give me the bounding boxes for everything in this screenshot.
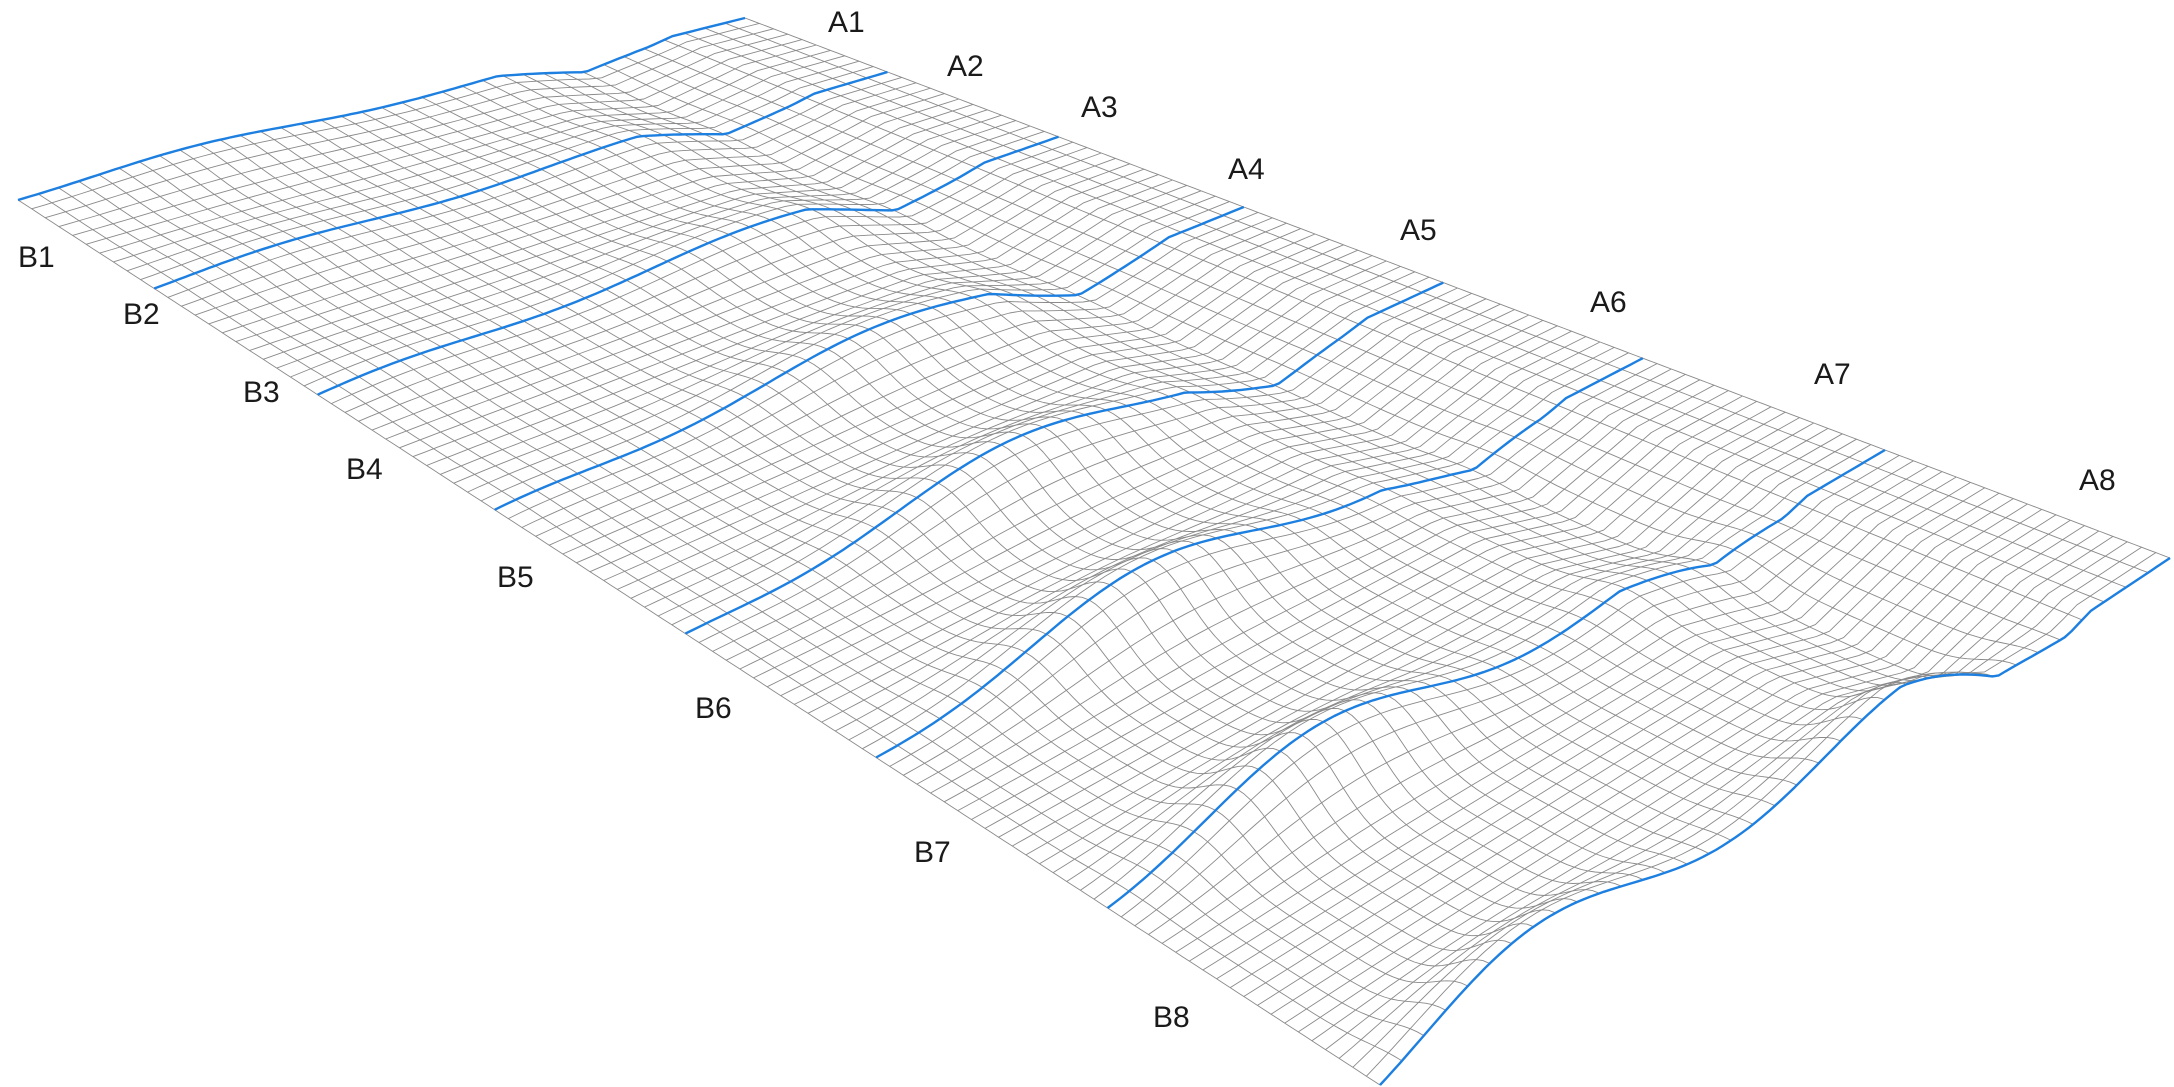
mesh-line-longitudinal — [421, 96, 1820, 764]
mesh-line-longitudinal — [381, 107, 1776, 807]
mesh-line-longitudinal — [138, 161, 1512, 951]
mesh-line-profile — [399, 168, 1145, 449]
label-b3: B3 — [243, 376, 280, 409]
label-b4: B4 — [346, 453, 383, 486]
mesh-line-profile — [249, 109, 988, 351]
mesh-line-longitudinal — [744, 17, 2171, 559]
mesh-line-profile — [290, 125, 1031, 378]
mesh-line-longitudinal — [724, 22, 2149, 574]
highlight-profile — [875, 357, 1644, 759]
mesh-line-longitudinal — [199, 144, 1578, 909]
label-a6: A6 — [1590, 286, 1627, 319]
mesh-line-longitudinal — [684, 32, 2105, 603]
mesh-line-profile — [943, 384, 1715, 803]
highlight-profile — [17, 16, 746, 202]
label-a8: A8 — [2079, 464, 2116, 497]
label-b8: B8 — [1153, 1001, 1190, 1034]
axis-labels: A1 A2 A3 A4 A5 A6 A7 A8 B1 B2 B3 B4 B5 B… — [18, 6, 2116, 1034]
label-b2: B2 — [123, 298, 160, 331]
highlight-profile — [1106, 448, 1886, 909]
mesh-line-longitudinal — [340, 115, 1732, 841]
mesh-line-longitudinal — [280, 127, 1666, 874]
mesh-line-longitudinal — [623, 56, 2039, 654]
mesh-line-profile — [794, 325, 1558, 705]
mesh-line-longitudinal — [361, 111, 1754, 825]
mesh-line-longitudinal — [17, 199, 1381, 1086]
mesh-line-profile — [589, 244, 1344, 573]
mesh-line-profile — [903, 368, 1672, 776]
mesh-line-longitudinal — [219, 139, 1600, 896]
label-a1: A1 — [828, 6, 865, 39]
mesh-line-profile — [1052, 428, 1829, 873]
mesh-line-longitudinal — [98, 174, 1468, 987]
mesh-line-longitudinal — [260, 130, 1644, 881]
mesh-line-profile — [1039, 422, 1815, 865]
mesh-line-profile — [821, 336, 1587, 723]
label-a4: A4 — [1228, 153, 1265, 186]
mesh-line-longitudinal — [583, 71, 1995, 678]
highlight-profile — [153, 70, 888, 290]
mesh-line-profile — [644, 265, 1401, 608]
mesh-line-longitudinal — [441, 91, 1841, 742]
mesh-line-longitudinal — [159, 155, 1534, 937]
label-b6: B6 — [695, 692, 732, 725]
mesh-line-longitudinal — [482, 79, 1885, 711]
mesh-line-profile — [494, 206, 1244, 511]
mesh-line-profile — [685, 282, 1444, 635]
label-a2: A2 — [947, 50, 984, 83]
label-a7: A7 — [1814, 358, 1851, 391]
mesh-line-profile — [753, 309, 1515, 679]
highlight-profile — [494, 205, 1245, 511]
label-b5: B5 — [497, 561, 534, 594]
mesh-line-profile — [331, 141, 1073, 405]
mesh-line-longitudinal — [179, 149, 1556, 923]
mesh-line-profile — [1298, 525, 2085, 1033]
highlight-profile — [1379, 557, 2171, 1086]
mesh-line-longitudinal — [563, 72, 1973, 681]
mesh-line-profile — [698, 287, 1458, 643]
mesh-line-longitudinal — [522, 73, 1929, 692]
mesh-line-profile — [1066, 433, 1843, 882]
mesh-line-longitudinal — [401, 102, 1798, 786]
mesh-line-longitudinal — [78, 180, 1447, 1011]
mesh-line-longitudinal — [320, 119, 1710, 855]
label-b1: B1 — [18, 241, 55, 274]
mesh-line-longitudinal — [37, 193, 1403, 1062]
mesh-line-longitudinal — [239, 135, 1622, 887]
mesh-line-profile — [1311, 530, 2100, 1042]
mesh-line-longitudinal — [664, 39, 2083, 621]
mesh-line-longitudinal — [118, 167, 1490, 967]
mesh-line-profile — [916, 374, 1686, 785]
mesh-line-profile — [222, 98, 959, 334]
mesh-line-longitudinal — [502, 75, 1907, 698]
mesh-line-profile — [344, 147, 1088, 413]
mesh-line-longitudinal — [58, 187, 1425, 1036]
label-a5: A5 — [1400, 214, 1437, 247]
label-a3: A3 — [1081, 91, 1118, 124]
highlighted-profiles — [17, 16, 2171, 1086]
mesh-line-longitudinal — [704, 27, 2127, 588]
label-b7: B7 — [914, 836, 951, 869]
highlight-profile — [684, 281, 1444, 635]
highlight-profile — [317, 135, 1059, 396]
mesh-line-profile — [848, 346, 1615, 741]
mesh-line-profile — [1161, 471, 1943, 944]
mesh-line-profile — [235, 103, 974, 343]
mesh-line-longitudinal — [603, 64, 2017, 666]
mesh-grid — [17, 17, 2171, 1086]
mesh-line-longitudinal — [643, 48, 2061, 641]
mesh-line-longitudinal — [300, 123, 1688, 865]
mesh-line-profile — [263, 114, 1002, 360]
mesh-line-longitudinal — [462, 85, 1863, 726]
mesh-line-longitudinal — [542, 72, 1951, 686]
mesh-line-profile — [807, 330, 1572, 714]
